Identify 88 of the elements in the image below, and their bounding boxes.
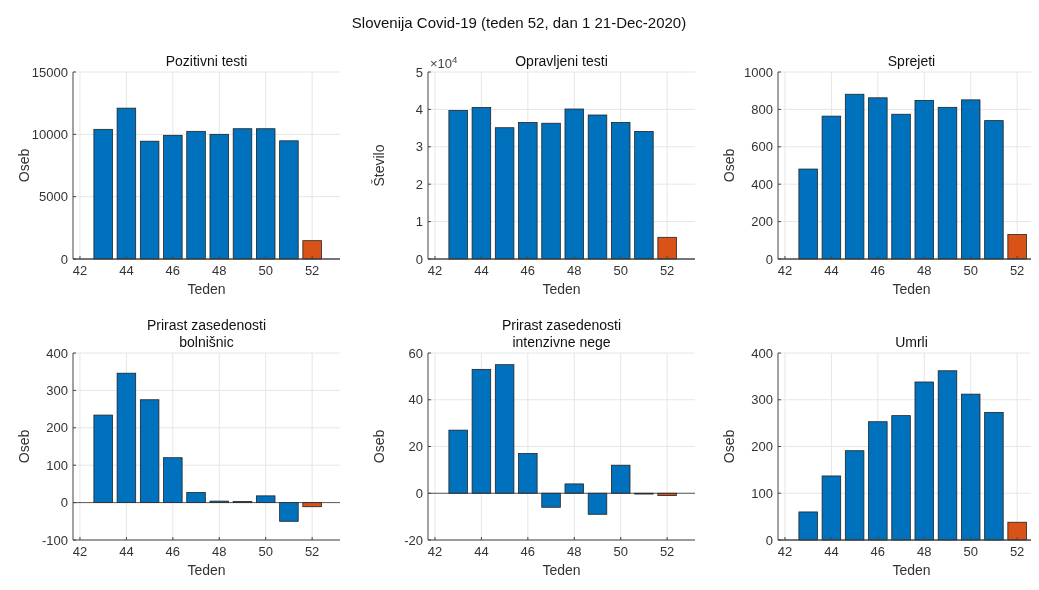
y-tick-label: 5 [415, 64, 423, 80]
y-axis-title: Oseb [721, 429, 737, 464]
text: ×10$^{4}$ [430, 53, 459, 71]
x-tick-label: 42 [427, 544, 443, 559]
y-tick-label: 200 [751, 439, 773, 454]
y-tick-label: 800 [751, 101, 773, 117]
x-tick-label: 46 [165, 544, 181, 559]
y-tick-label: 0 [60, 251, 68, 267]
x-tick-label: 46 [520, 263, 536, 278]
y-axis-title: Oseb [16, 429, 32, 464]
x-tick-label: 50 [258, 544, 273, 559]
x-tick-label: 44 [824, 263, 839, 278]
chart-title: Pozitivni testi [165, 53, 248, 69]
y-tick-label: 0 [60, 495, 68, 511]
x-tick-label: 50 [258, 263, 273, 278]
y-tick-label: -20 [404, 532, 423, 548]
y-tick-label: 100 [751, 485, 773, 501]
y-tick-label: 1000 [744, 64, 773, 80]
x-tick-label: 52 [659, 544, 675, 559]
y-axis-title: Število [371, 144, 387, 187]
x-axis-title: Teden [187, 281, 226, 297]
x-tick-label: 48 [567, 263, 582, 278]
text: Slovenija Covid-19 (teden 52, dan 1 21-Dec-2020) [351, 14, 687, 31]
chart-title: Prirast zasedenosti intenzivne nege [501, 317, 622, 350]
y-tick-label: 400 [751, 176, 773, 192]
x-tick-label: 44 [474, 263, 489, 278]
x-tick-label: 46 [165, 263, 181, 278]
y-tick-label: 10000 [31, 126, 68, 142]
y-tick-label: 0 [415, 485, 423, 501]
x-tick-label: 50 [613, 263, 628, 278]
x-axis-title: Teden [892, 562, 931, 578]
y-tick-label: 40 [408, 392, 423, 408]
x-tick-label: 52 [659, 263, 675, 278]
x-tick-label: 48 [212, 544, 227, 559]
chart-title: Prirast zasedenosti bolnišnic [146, 317, 267, 350]
y-tick-label: 3 [415, 139, 423, 155]
x-tick-label: 44 [824, 544, 839, 559]
x-tick-label: 48 [212, 263, 227, 278]
x-tick-label: 42 [72, 263, 88, 278]
x-tick-label: 42 [72, 544, 88, 559]
y-tick-label: 0 [415, 251, 423, 267]
x-tick-label: 42 [427, 263, 443, 278]
y-tick-label: 1 [415, 214, 423, 230]
x-tick-label: 52 [304, 263, 320, 278]
x-tick-label: 52 [1009, 263, 1025, 278]
y-axis-title: Oseb [721, 148, 737, 183]
x-tick-label: 52 [1009, 544, 1025, 559]
x-tick-label: 50 [613, 544, 628, 559]
y-tick-label: 600 [751, 139, 773, 155]
x-tick-label: 46 [520, 544, 536, 559]
x-tick-label: 46 [870, 544, 886, 559]
y-tick-label: 5000 [39, 189, 68, 205]
y-tick-label: 300 [46, 382, 68, 398]
x-axis-title: Teden [892, 281, 931, 297]
y-tick-label: 0 [765, 532, 773, 548]
y-tick-label: 100 [46, 457, 68, 473]
y-tick-label: 15000 [31, 64, 68, 80]
x-tick-label: 46 [870, 263, 886, 278]
x-axis-title: Teden [542, 562, 581, 578]
x-tick-label: 48 [917, 544, 932, 559]
y-tick-label: 20 [408, 439, 423, 454]
y-tick-label: 2 [415, 176, 423, 192]
x-tick-label: 50 [963, 544, 978, 559]
chart-title: Umrli [895, 334, 928, 350]
y-tick-label: 200 [46, 420, 68, 436]
x-tick-label: 48 [917, 263, 932, 278]
x-tick-label: 44 [474, 544, 489, 559]
y-tick-label: 0 [765, 251, 773, 267]
y-tick-label: 400 [46, 345, 68, 361]
x-axis-title: Teden [187, 562, 226, 578]
chart-title: Opravljeni testi [515, 53, 608, 69]
x-tick-label: 50 [963, 263, 978, 278]
y-tick-label: 4 [415, 101, 423, 117]
x-tick-label: 44 [119, 544, 134, 559]
y-tick-label: 400 [751, 345, 773, 361]
x-tick-label: 48 [567, 544, 582, 559]
x-tick-label: 52 [304, 544, 320, 559]
y-tick-label: 300 [751, 392, 773, 408]
y-axis-title: Oseb [371, 429, 387, 464]
y-tick-label: 200 [751, 214, 773, 230]
chart-title: Sprejeti [887, 53, 936, 69]
x-axis-title: Teden [542, 281, 581, 297]
y-tick-label: 60 [408, 345, 423, 361]
x-tick-label: 42 [777, 544, 793, 559]
x-tick-label: 42 [777, 263, 793, 278]
y-axis-title: Oseb [16, 148, 32, 183]
x-tick-label: 44 [119, 263, 134, 278]
y-tick-label: -100 [41, 532, 68, 548]
